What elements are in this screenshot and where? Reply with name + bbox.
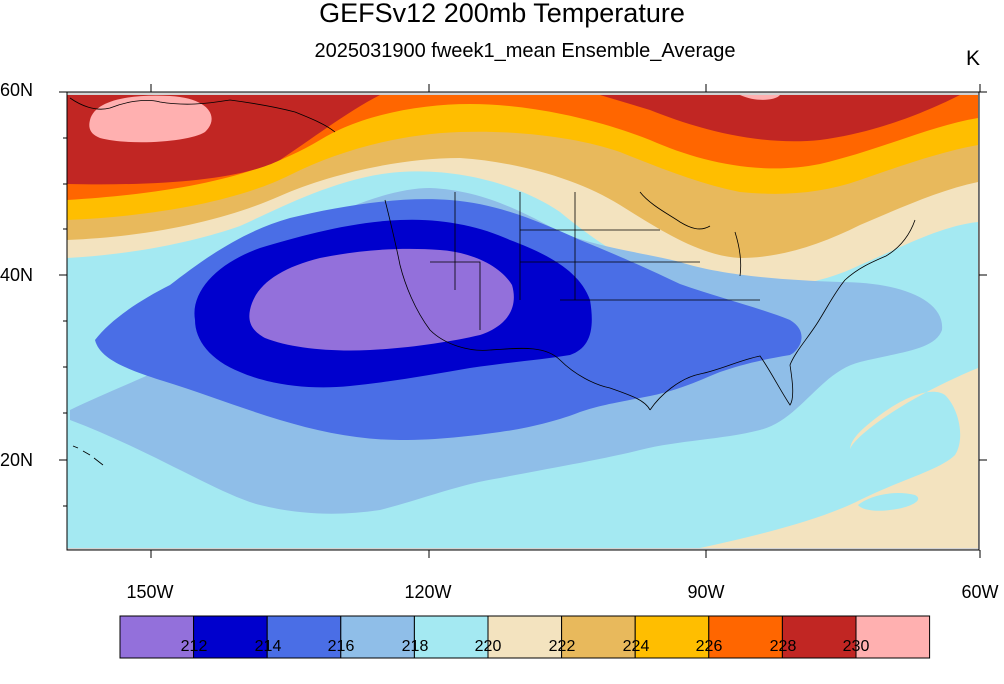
colorbar-label-220: 220 xyxy=(474,638,502,655)
contour-fill-212 xyxy=(249,248,514,351)
colorbar-swatch-6 xyxy=(561,615,636,659)
units-label: K xyxy=(966,47,981,70)
chart-subtitle: 2025031900 fweek1_mean Ensemble_Average xyxy=(314,40,736,62)
lon-label-60w: 60W xyxy=(961,582,999,602)
lat-label-60n: 60N xyxy=(0,80,34,100)
colorbar-swatch-7 xyxy=(634,615,710,659)
lon-label-90w: 90W xyxy=(687,582,725,602)
colorbar-label-222: 222 xyxy=(548,638,576,655)
colorbar-label-230: 230 xyxy=(842,638,870,655)
colorbar-swatch-10 xyxy=(855,615,931,659)
colorbar-swatch-0 xyxy=(119,615,195,659)
colorbar-label-226: 226 xyxy=(695,638,723,655)
plot-frame xyxy=(59,84,987,558)
colorbar-swatch-2 xyxy=(266,615,342,659)
colorbar-label-228: 228 xyxy=(769,638,797,655)
contour-fill-220-atlantic-pocket xyxy=(858,493,919,511)
lat-label-40n: 40N xyxy=(0,265,34,285)
lon-label-120w: 120W xyxy=(404,582,452,602)
colorbar-label-218: 218 xyxy=(401,638,429,655)
lon-label-150w: 150W xyxy=(126,582,174,602)
colorbar-swatch-9 xyxy=(781,615,857,659)
colorbar-label-224: 224 xyxy=(622,638,650,655)
chart-title: GEFSv12 200mb Temperature xyxy=(319,0,685,28)
contour-fill-230 xyxy=(67,95,960,185)
colorbar-label-212: 212 xyxy=(180,638,208,655)
coastlines-and-states xyxy=(69,97,916,466)
contour-fill-232 xyxy=(89,95,781,143)
colorbar-label-214: 214 xyxy=(254,638,282,655)
colorbar-swatch-1 xyxy=(193,615,268,659)
colorbar-swatch-5 xyxy=(487,615,563,659)
colorbar-swatch-4 xyxy=(413,615,489,659)
lat-label-20n: 20N xyxy=(0,450,34,470)
colorbar-label-216: 216 xyxy=(327,638,355,655)
colorbar-swatch-3 xyxy=(340,615,415,659)
